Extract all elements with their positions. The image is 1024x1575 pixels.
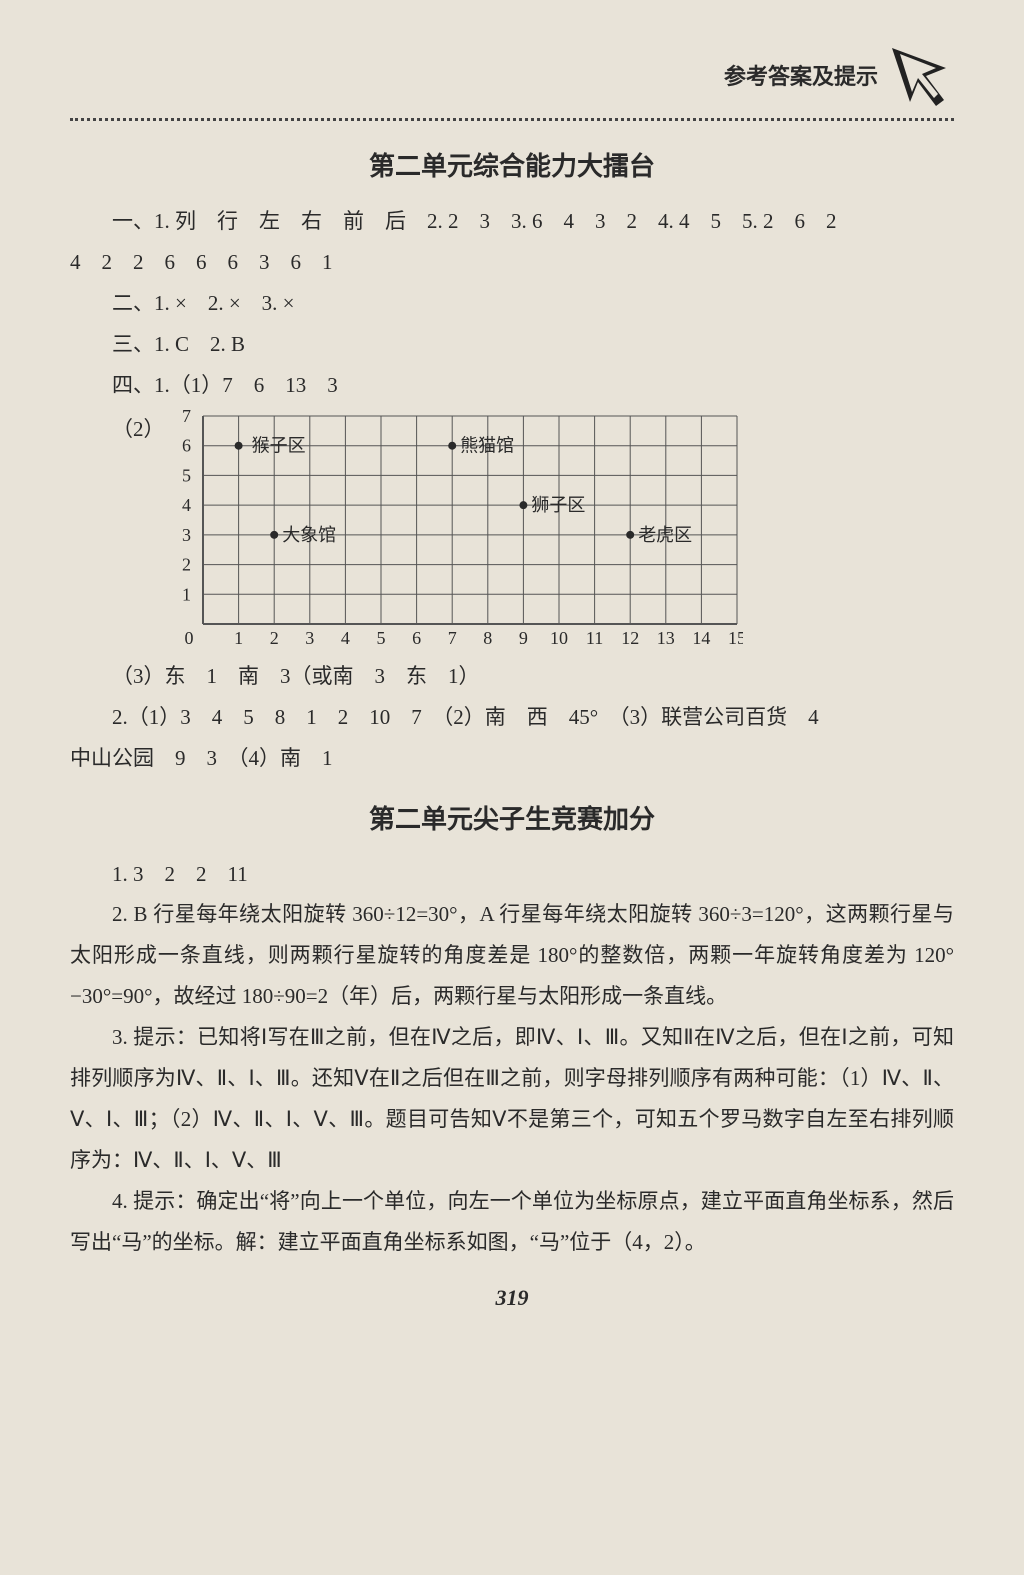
coordinate-grid-chart: 01234567891011121314151234567猴子区熊猫馆大象馆狮子… — [173, 410, 743, 650]
svg-text:狮子区: 狮子区 — [531, 495, 585, 515]
svg-text:5: 5 — [182, 465, 191, 485]
section-1-body-continued: （3）东 1 南 3（或南 3 东 1） 2.（1）3 4 5 8 1 2 10… — [70, 656, 954, 779]
page-number: 319 — [70, 1285, 954, 1311]
svg-text:5: 5 — [377, 628, 386, 648]
svg-text:3: 3 — [182, 525, 191, 545]
answer-line: 4 2 2 6 6 6 3 6 1 — [70, 242, 954, 283]
svg-text:老虎区: 老虎区 — [638, 525, 692, 545]
svg-text:8: 8 — [483, 628, 492, 648]
arrow-pointer-icon — [884, 40, 954, 110]
section-1-title: 第二单元综合能力大擂台 — [70, 146, 954, 183]
svg-text:2: 2 — [270, 628, 279, 648]
answer-line: 中山公园 9 3 （4）南 1 — [70, 738, 954, 779]
svg-text:7: 7 — [448, 628, 457, 648]
answer-paragraph: 2. B 行星每年绕太阳旋转 360÷12=30°，A 行星每年绕太阳旋转 36… — [70, 894, 954, 1017]
page-header: 参考答案及提示 — [70, 40, 954, 110]
answer-paragraph: 4. 提示：确定出“将”向上一个单位，向左一个单位为坐标原点，建立平面直角坐标系… — [70, 1181, 954, 1263]
answer-line: 四、1.（1）7 6 13 3 — [70, 365, 954, 406]
svg-text:猴子区: 猴子区 — [252, 435, 306, 455]
svg-text:0: 0 — [185, 628, 194, 648]
svg-text:大象馆: 大象馆 — [282, 525, 336, 545]
svg-text:1: 1 — [234, 628, 243, 648]
svg-text:15: 15 — [728, 628, 743, 648]
svg-text:7: 7 — [182, 410, 191, 426]
section-1-body: 一、1. 列 行 左 右 前 后 2. 2 3 3. 6 4 3 2 4. 4 … — [70, 201, 954, 406]
answer-line: 一、1. 列 行 左 右 前 后 2. 2 3 3. 6 4 3 2 4. 4 … — [70, 201, 954, 242]
svg-text:13: 13 — [657, 628, 675, 648]
header-label: 参考答案及提示 — [724, 59, 878, 91]
section-2-title: 第二单元尖子生竞赛加分 — [70, 799, 954, 836]
answer-line: 三、1. C 2. B — [70, 324, 954, 365]
section-2-body: 1. 3 2 2 11 2. B 行星每年绕太阳旋转 360÷12=30°，A … — [70, 854, 954, 1263]
svg-text:6: 6 — [182, 435, 191, 455]
header-divider — [70, 118, 954, 121]
svg-text:12: 12 — [621, 628, 639, 648]
chart-label-prefix: （2） — [70, 410, 165, 450]
svg-text:4: 4 — [341, 628, 350, 648]
answer-paragraph: 1. 3 2 2 11 — [70, 854, 954, 895]
answer-paragraph: 3. 提示：已知将Ⅰ写在Ⅲ之前，但在Ⅳ之后，即Ⅳ、Ⅰ、Ⅲ。又知Ⅱ在Ⅳ之后，但在Ⅰ… — [70, 1017, 954, 1181]
svg-text:9: 9 — [519, 628, 528, 648]
svg-text:熊猫馆: 熊猫馆 — [460, 435, 514, 455]
svg-text:6: 6 — [412, 628, 421, 648]
svg-text:3: 3 — [305, 628, 314, 648]
answer-line: 二、1. × 2. × 3. × — [70, 283, 954, 324]
chart-row: （2） 01234567891011121314151234567猴子区熊猫馆大… — [70, 410, 954, 650]
svg-text:4: 4 — [182, 495, 191, 515]
page-container: 参考答案及提示 第二单元综合能力大擂台 一、1. 列 行 左 右 前 后 2. … — [0, 0, 1024, 1341]
answer-line: （3）东 1 南 3（或南 3 东 1） — [70, 656, 954, 697]
svg-text:1: 1 — [182, 584, 191, 604]
svg-text:11: 11 — [586, 628, 603, 648]
svg-text:10: 10 — [550, 628, 568, 648]
svg-text:2: 2 — [182, 554, 191, 574]
svg-text:14: 14 — [692, 628, 710, 648]
answer-line: 2.（1）3 4 5 8 1 2 10 7 （2）南 西 45° （3）联营公司… — [70, 697, 954, 738]
